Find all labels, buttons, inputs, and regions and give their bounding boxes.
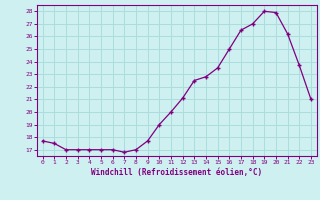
X-axis label: Windchill (Refroidissement éolien,°C): Windchill (Refroidissement éolien,°C) bbox=[91, 168, 262, 177]
